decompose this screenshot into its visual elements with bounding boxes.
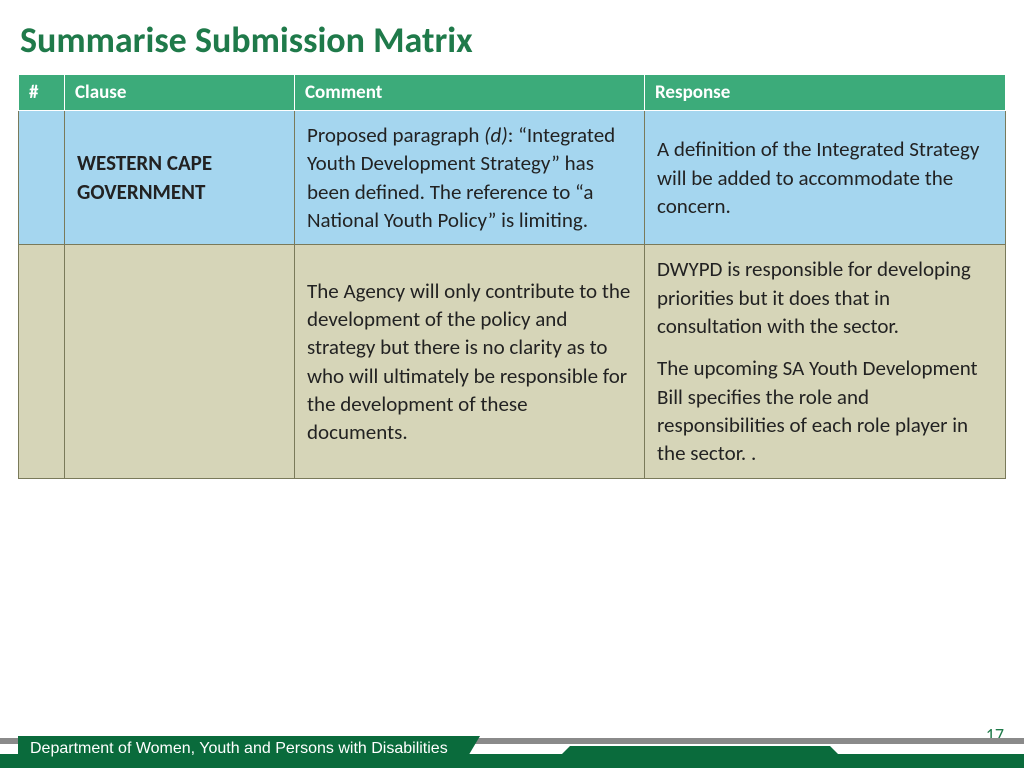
cell-num [19,245,65,478]
cell-comment: The Agency will only contribute to the d… [295,245,645,478]
table-row: The Agency will only contribute to the d… [19,245,1006,478]
col-header-num: # [19,75,65,111]
col-header-comment: Comment [295,75,645,111]
footer-department-label: Department of Women, Youth and Persons w… [18,736,464,762]
clause-text: WESTERN CAPE GOVERNMENT [77,150,212,204]
col-header-clause: Clause [65,75,295,111]
cell-num [19,111,65,245]
footer-wedge-decoration [570,746,830,762]
col-header-response: Response [645,75,1006,111]
cell-response: DWYPD is responsible for developing prio… [645,245,1006,478]
cell-comment: Proposed paragraph (d): “Integrated Yout… [295,111,645,245]
table-header-row: # Clause Comment Response [19,75,1006,111]
comment-pre: Proposed paragraph [307,122,484,148]
page-title: Summarise Submission Matrix [0,0,1024,74]
cell-response: A definition of the Integrated Strategy … [645,111,1006,245]
response-para-2: The upcoming SA Youth Development Bill s… [657,354,993,467]
cell-clause: WESTERN CAPE GOVERNMENT [65,111,295,245]
slide-footer: Department of Women, Youth and Persons w… [0,730,1024,768]
submission-matrix-table: # Clause Comment Response WESTERN CAPE G… [18,74,1006,479]
table-row: WESTERN CAPE GOVERNMENT Proposed paragra… [19,111,1006,245]
response-para-1: DWYPD is responsible for developing prio… [657,255,993,340]
comment-italic: (d) [484,122,508,148]
cell-clause [65,245,295,478]
